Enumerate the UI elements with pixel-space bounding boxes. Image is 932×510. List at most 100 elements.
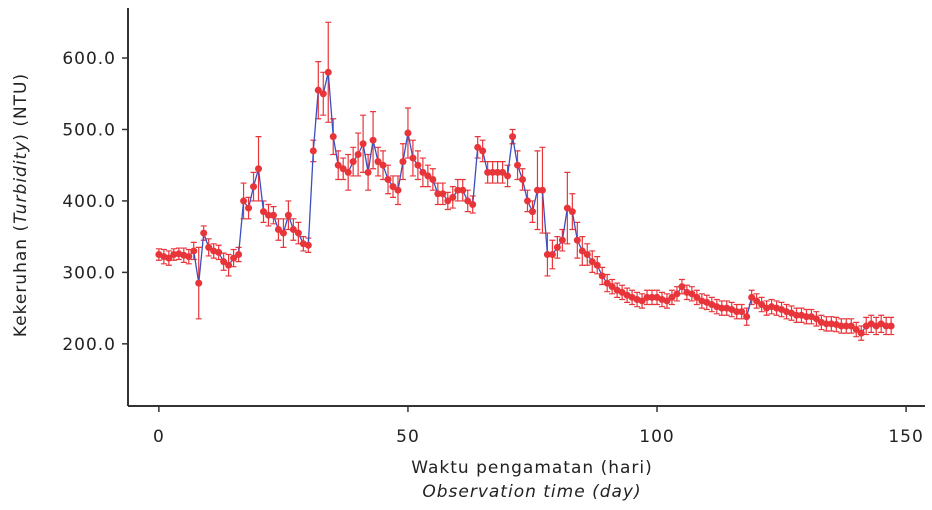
- data-point: [185, 253, 193, 261]
- x-label-part: day: [600, 482, 634, 502]
- data-point: [364, 168, 372, 176]
- data-point: [519, 175, 527, 183]
- data-point: [200, 229, 208, 237]
- data-point: [314, 86, 322, 94]
- data-point: [359, 140, 367, 148]
- data-point: [444, 197, 452, 205]
- data-point: [693, 293, 701, 301]
- data-point: [538, 186, 546, 194]
- data-point: [394, 186, 402, 194]
- data-point: [449, 193, 457, 201]
- data-point: [802, 313, 810, 321]
- data-point: [563, 204, 571, 212]
- y-label-part: Kekeruhan (: [11, 224, 31, 337]
- data-point: [643, 293, 651, 301]
- data-point: [235, 251, 243, 259]
- data-point: [215, 248, 223, 256]
- data-point: [558, 236, 566, 244]
- data-point: [279, 229, 287, 237]
- x-tick-label: 50: [396, 427, 420, 447]
- x-tick-label: 150: [888, 427, 923, 447]
- x-axis-label: Waktu pengamatan (hari): [411, 458, 652, 478]
- data-point: [738, 308, 746, 316]
- y-tick-label: 500.0: [62, 120, 116, 140]
- y-tick-label: 200.0: [62, 335, 116, 355]
- data-point: [369, 136, 377, 144]
- data-point: [434, 190, 442, 198]
- data-point: [319, 90, 327, 98]
- data-point: [250, 183, 258, 191]
- data-point: [259, 208, 267, 216]
- data-point: [424, 172, 432, 180]
- data-point: [255, 165, 263, 173]
- data-point: [245, 204, 253, 212]
- data-point: [479, 147, 487, 155]
- x-label-part: ): [632, 482, 642, 502]
- data-point: [543, 251, 551, 259]
- data-point: [504, 172, 512, 180]
- data-point: [414, 161, 422, 169]
- data-point: [195, 279, 203, 287]
- data-point: [583, 251, 591, 259]
- y-label-part: Turbidity: [11, 141, 31, 224]
- data-point: [294, 229, 302, 237]
- data-point: [220, 258, 228, 266]
- data-point: [459, 186, 467, 194]
- data-point: [269, 211, 277, 219]
- data-point: [573, 236, 581, 244]
- data-point: [688, 290, 696, 298]
- data-point: [344, 168, 352, 176]
- data-point: [648, 293, 656, 301]
- data-point: [354, 150, 362, 158]
- data-point: [419, 168, 427, 176]
- data-point: [608, 283, 616, 291]
- data-point: [469, 200, 477, 208]
- data-point: [339, 165, 347, 173]
- data-point: [822, 320, 830, 328]
- data-point: [758, 301, 766, 309]
- data-point: [399, 158, 407, 166]
- data-point: [598, 272, 606, 280]
- data-point: [225, 261, 233, 269]
- data-point: [748, 293, 756, 301]
- data-point: [548, 251, 556, 259]
- data-point: [593, 261, 601, 269]
- data-point: [379, 161, 387, 169]
- data-point: [678, 283, 686, 291]
- data-point: [847, 322, 855, 330]
- y-label-part: ) (NTU): [11, 73, 31, 141]
- data-point: [329, 133, 337, 141]
- data-point: [852, 326, 860, 334]
- data-point: [240, 197, 248, 205]
- data-point: [494, 168, 502, 176]
- data-point: [454, 186, 462, 194]
- data-point: [673, 290, 681, 298]
- data-point: [499, 168, 507, 176]
- data-point: [733, 308, 741, 316]
- data-point: [753, 297, 761, 305]
- data-point: [439, 190, 447, 198]
- y-tick-label: 600.0: [62, 49, 116, 69]
- data-point: [857, 329, 865, 337]
- data-point: [489, 168, 497, 176]
- data-point: [514, 161, 522, 169]
- data-point: [384, 175, 392, 183]
- data-point: [274, 226, 282, 234]
- data-point: [289, 226, 297, 234]
- data-point: [603, 279, 611, 287]
- data-point: [205, 243, 213, 251]
- data-point: [190, 247, 198, 255]
- data-point: [404, 129, 412, 137]
- data-point: [304, 241, 312, 249]
- data-point: [324, 68, 332, 76]
- data-point: [389, 183, 397, 191]
- x-label-part: Observation time (: [422, 482, 600, 502]
- x-tick-label: 0: [153, 427, 165, 447]
- data-point: [553, 243, 561, 251]
- data-point: [429, 175, 437, 183]
- data-point: [663, 297, 671, 305]
- data-point: [792, 311, 800, 319]
- data-point: [588, 258, 596, 266]
- data-point: [464, 197, 472, 205]
